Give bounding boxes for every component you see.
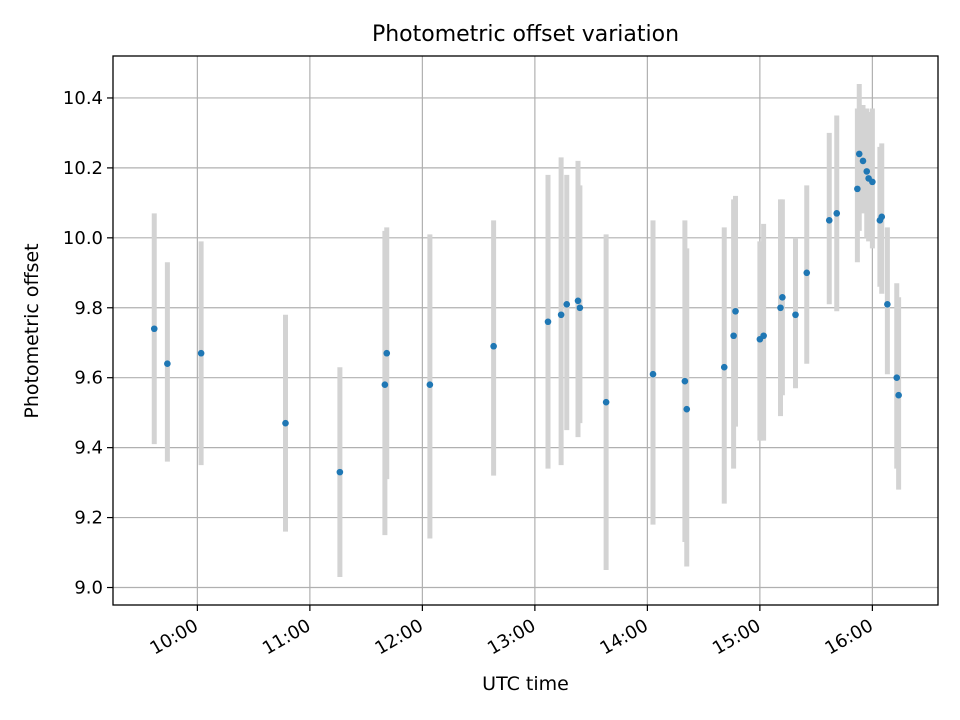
data-point	[576, 304, 584, 312]
data-point	[760, 332, 767, 340]
data-point	[563, 300, 571, 308]
data-point	[490, 342, 497, 350]
data-point	[855, 150, 863, 158]
y-tick-label: 10.2	[63, 158, 103, 179]
y-tick-label: 9.0	[74, 578, 103, 599]
x-tick-label: 10:00	[146, 615, 201, 659]
data-point	[336, 468, 344, 476]
y-tick-label: 9.2	[74, 508, 103, 529]
data-point	[792, 311, 799, 319]
plot-frame	[112, 55, 939, 606]
data-point	[884, 300, 891, 308]
data-point	[869, 178, 876, 186]
data-point	[895, 391, 902, 399]
data-point	[381, 381, 389, 389]
data-point	[197, 349, 205, 357]
data-point	[557, 311, 565, 319]
data-point	[863, 168, 871, 175]
data-point	[282, 419, 289, 427]
data-point	[878, 213, 886, 221]
y-tick-label: 10.0	[63, 228, 103, 249]
data-point	[730, 332, 737, 340]
data-point	[893, 374, 901, 382]
x-tick-label: 11:00	[259, 615, 314, 659]
data-point	[602, 398, 610, 406]
y-axis-ticks: 9.0 9.2 9.4 9.6 9.8 10.0 10.2 10.4	[63, 88, 113, 599]
data-point	[777, 304, 784, 312]
y-tick-label: 9.8	[74, 298, 103, 319]
y-tick-label: 10.4	[63, 88, 103, 109]
data-point	[649, 370, 657, 378]
y-tick-label: 9.6	[74, 368, 103, 389]
chart-title: Photometric offset variation	[371, 22, 680, 47]
data-point	[544, 318, 552, 326]
data-point	[383, 349, 391, 357]
data-point	[426, 381, 434, 389]
y-tick-label: 9.4	[74, 438, 103, 459]
x-axis-ticks: 10:00 11:00 12:00 13:00 14:00 15:00 16:00	[146, 605, 877, 659]
data-point	[732, 307, 739, 315]
x-tick-label: 14:00	[596, 615, 651, 659]
x-tick-label: 12:00	[371, 615, 426, 659]
data-point	[825, 217, 833, 224]
x-tick-label: 15:00	[709, 615, 764, 659]
data-point	[683, 405, 691, 413]
data-points	[150, 150, 902, 476]
data-point	[681, 377, 689, 385]
x-tick-label: 13:00	[484, 615, 539, 659]
data-point	[720, 363, 728, 371]
x-axis-label: UTC time	[482, 673, 569, 695]
y-axis-label: Photometric offset	[21, 243, 43, 419]
data-point	[854, 185, 861, 193]
grid-lines	[113, 56, 938, 605]
x-tick-label: 16:00	[821, 615, 876, 659]
data-point	[859, 157, 867, 165]
data-point	[779, 293, 786, 301]
data-point	[164, 360, 171, 368]
data-point	[833, 210, 841, 217]
data-point	[150, 325, 158, 333]
data-point	[574, 297, 582, 305]
data-point	[803, 269, 811, 277]
error-bars	[151, 83, 902, 578]
